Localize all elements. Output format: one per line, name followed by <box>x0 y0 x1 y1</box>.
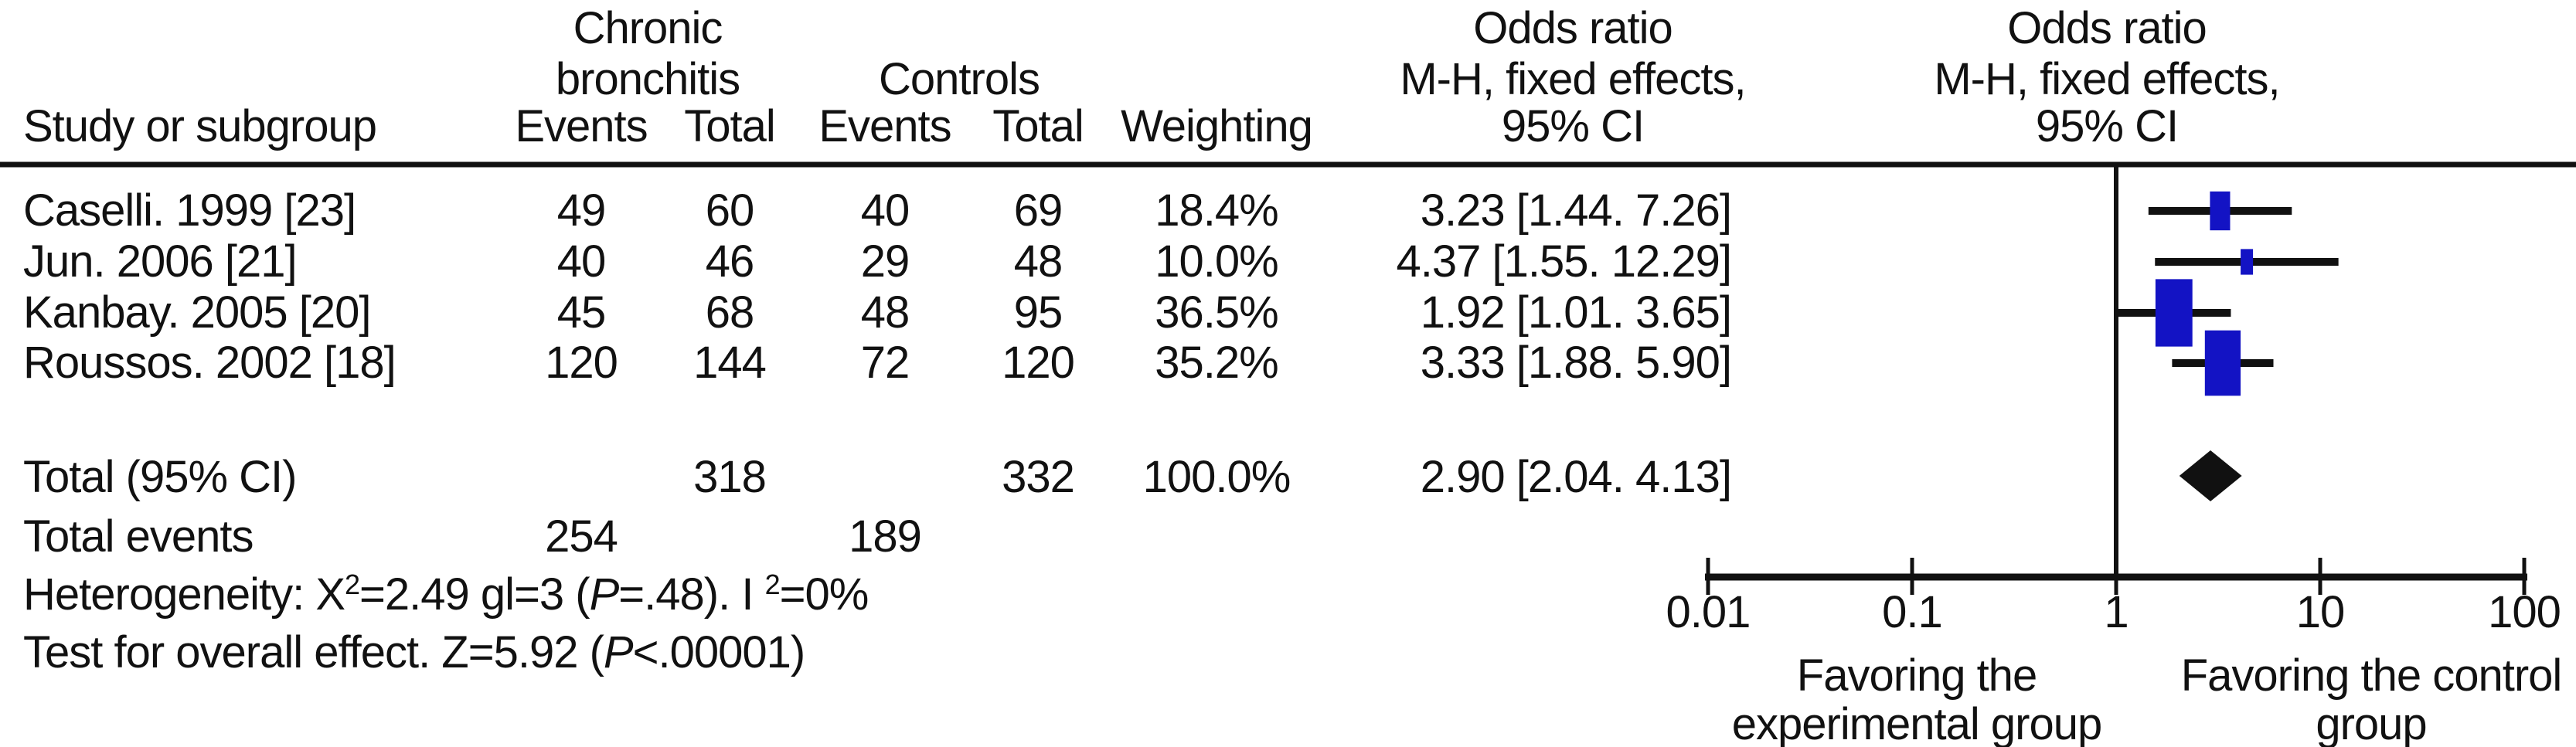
or-square <box>2204 330 2241 396</box>
total-label: Total (95% CI) <box>23 452 297 502</box>
i-square-superscript: 2 <box>764 569 781 601</box>
x-axis-tick-label: 1 <box>2104 587 2129 637</box>
col-header-or-line3: 95% CI <box>1501 101 1645 151</box>
ctl-total: 95 <box>1013 287 1063 338</box>
study-name: Jun. 2006 [21] <box>23 236 298 287</box>
group-header-cb-line2: bronchitis <box>555 54 740 104</box>
ctl-events: 40 <box>860 185 910 236</box>
cb-total: 144 <box>693 338 767 388</box>
favoring-left-line1: Favoring the <box>1796 650 2037 701</box>
group-header-cb-line1: Chronic <box>573 3 723 53</box>
weight-value: 10.0% <box>1155 236 1278 287</box>
group-header-controls: Controls <box>879 54 1040 104</box>
or-square <box>2210 191 2231 231</box>
col-header-study: Study or subgroup <box>23 101 377 151</box>
total-ctl-total: 332 <box>1002 452 1075 502</box>
p-value-label: P <box>589 569 620 620</box>
total-cb-events: 254 <box>545 511 618 562</box>
x-axis-tick-label: 100 <box>2488 587 2561 637</box>
total-events-label: Total events <box>23 511 254 562</box>
i-square-value: =0% <box>779 569 869 620</box>
heterogeneity-p: =.48). I <box>618 569 765 620</box>
ctl-events: 72 <box>860 338 910 388</box>
heterogeneity-line: Heterogeneity: X2=2.49 gl=3 (P=.48). I 2… <box>23 569 869 620</box>
heterogeneity-text: Heterogeneity: X <box>23 569 345 620</box>
cb-total: 46 <box>705 236 755 287</box>
overall-effect-text: Test for overall effect. Z=5.92 ( <box>23 627 604 677</box>
total-cb-total: 318 <box>693 452 767 502</box>
total-ctl-events: 189 <box>849 511 922 562</box>
col-header-cb-total: Total <box>684 101 776 151</box>
cb-events: 49 <box>556 185 607 236</box>
x-axis-tick-label: 0.1 <box>1882 587 1943 637</box>
cb-events: 45 <box>556 287 607 338</box>
weight-value: 18.4% <box>1155 185 1278 236</box>
cb-events: 120 <box>545 338 618 388</box>
or-ci-text: 4.37 [1.55. 12.29] <box>1396 236 1732 287</box>
study-name: Kanbay. 2005 [20] <box>23 287 372 338</box>
ctl-total: 69 <box>1013 185 1063 236</box>
or-square <box>2155 279 2193 347</box>
cb-events: 40 <box>556 236 607 287</box>
plot-header-or-line1: Odds ratio <box>2007 3 2207 53</box>
total-or-ci-text: 2.90 [2.04. 4.13] <box>1420 452 1732 502</box>
plot-header-or-line3: 95% CI <box>2035 101 2179 151</box>
overall-effect-p: <.00001) <box>632 627 806 677</box>
cb-total: 68 <box>705 287 755 338</box>
or-square <box>2241 249 2254 275</box>
col-header-cb-events: Events <box>515 101 648 151</box>
weight-value: 35.2% <box>1155 338 1278 388</box>
cb-total: 60 <box>705 185 755 236</box>
col-header-ctl-events: Events <box>818 101 951 151</box>
favoring-right-line2: group <box>2316 699 2427 747</box>
heterogeneity-stats: =2.49 gl=3 ( <box>359 569 590 620</box>
ctl-total: 48 <box>1013 236 1063 287</box>
ctl-events: 29 <box>860 236 910 287</box>
study-name: Roussos. 2002 [18] <box>23 338 396 388</box>
ctl-events: 48 <box>860 287 910 338</box>
favoring-left-line2: experimental group <box>1731 699 2103 747</box>
plot-header-or-line2: M-H, fixed effects, <box>1934 54 2280 104</box>
col-header-weighting: Weighting <box>1121 101 1313 151</box>
or-ci-text: 3.33 [1.88. 5.90] <box>1420 338 1732 388</box>
col-header-ctl-total: Total <box>992 101 1084 151</box>
weight-value: 36.5% <box>1155 287 1278 338</box>
ctl-total: 120 <box>1002 338 1075 388</box>
x-axis-tick-label: 10 <box>2295 587 2346 637</box>
summary-diamond <box>2179 450 2242 501</box>
study-name: Caselli. 1999 [23] <box>23 185 356 236</box>
or-ci-text: 3.23 [1.44. 7.26] <box>1420 185 1732 236</box>
favoring-right-line1: Favoring the control <box>2180 650 2563 701</box>
or-ci-text: 1.92 [1.01. 3.65] <box>1420 287 1732 338</box>
col-header-or-line2: M-H, fixed effects, <box>1400 54 1746 104</box>
col-header-or-line1: Odds ratio <box>1473 3 1673 53</box>
chi-square-superscript: 2 <box>345 569 360 601</box>
overall-effect-line: Test for overall effect. Z=5.92 (P<.0000… <box>23 630 805 675</box>
p-value-label: P <box>603 627 634 677</box>
total-weight: 100.0% <box>1142 452 1291 502</box>
x-axis-tick-label: 0.01 <box>1666 587 1751 637</box>
